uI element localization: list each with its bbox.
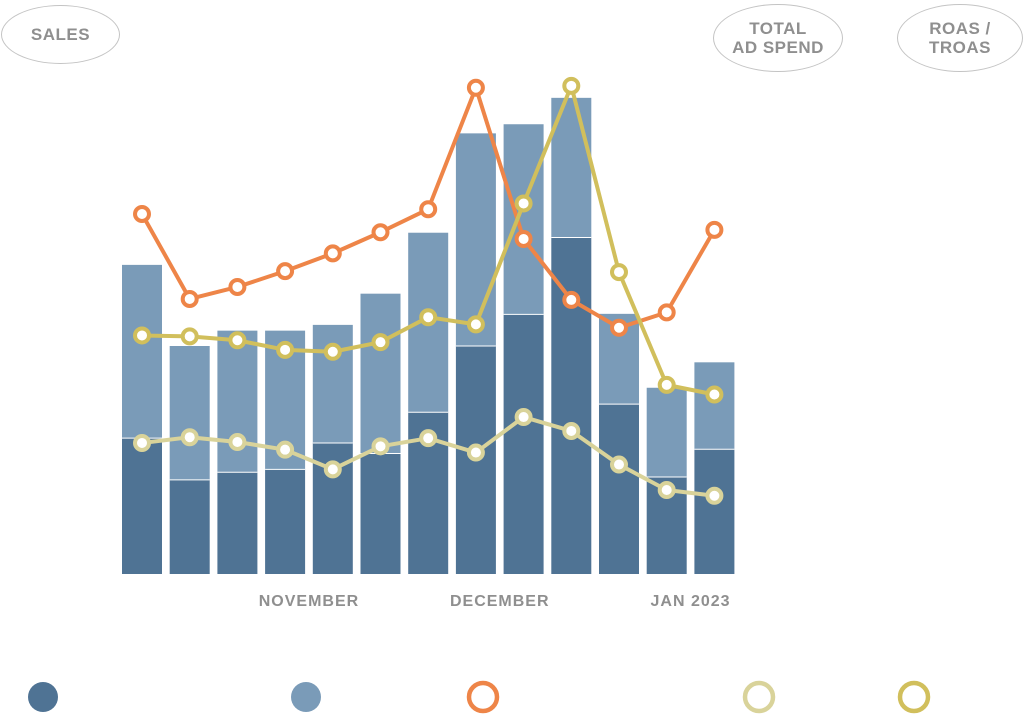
line-point-series-3-5 xyxy=(323,342,342,361)
line-point-series-2-8 xyxy=(466,443,485,462)
line-point-series-3-13 xyxy=(705,385,724,404)
legend-marker-2 xyxy=(291,682,321,712)
line-point-series-3-12 xyxy=(657,375,676,394)
bar-segment-series-1-13 xyxy=(694,449,735,574)
line-point-series-2-7 xyxy=(419,429,438,448)
bar-segment-series-1-6 xyxy=(360,453,401,574)
line-point-series-1-10 xyxy=(562,290,581,309)
legend-marker-5 xyxy=(897,680,931,714)
line-point-series-3-7 xyxy=(419,308,438,327)
bar-segment-series-2-2 xyxy=(169,346,210,480)
x-tick-label-2: DECEMBER xyxy=(450,593,550,610)
bar-segment-series-1-10 xyxy=(551,237,592,574)
line-point-series-2-3 xyxy=(228,433,247,451)
line-point-series-1-7 xyxy=(419,200,438,219)
line-point-series-2-2 xyxy=(180,428,199,447)
line-point-series-2-10 xyxy=(562,421,581,440)
line-point-series-1-11 xyxy=(610,318,628,337)
bar-segment-series-2-9 xyxy=(503,124,544,315)
legend-marker-3 xyxy=(466,680,500,714)
line-point-series-3-6 xyxy=(371,333,390,352)
line-point-series-1-9 xyxy=(514,229,533,248)
bar-segment-series-1-4 xyxy=(265,469,306,574)
bar-segment-series-2-3 xyxy=(217,330,258,473)
legend-marker-1 xyxy=(28,682,58,712)
line-point-series-2-12 xyxy=(657,481,676,499)
total-ad-spend-pill-line-2: AD SPEND xyxy=(732,38,824,57)
line-point-series-3-4 xyxy=(276,340,295,359)
line-point-series-2-6 xyxy=(371,437,390,456)
roas-pill-line-2: TROAS xyxy=(929,38,991,57)
line-point-series-2-1 xyxy=(133,433,151,452)
line-point-series-1-8 xyxy=(466,78,485,97)
bar-segment-series-1-11 xyxy=(599,404,639,574)
line-point-series-1-3 xyxy=(228,277,247,296)
line-point-series-1-6 xyxy=(371,223,390,242)
bar-segment-series-2-8 xyxy=(455,133,496,346)
line-point-series-1-5 xyxy=(323,244,342,263)
sales-pill-label: SALES xyxy=(30,25,91,44)
line-point-series-3-3 xyxy=(228,331,247,350)
line-point-series-3-2 xyxy=(180,327,199,346)
bar-segment-series-2-13 xyxy=(694,362,735,450)
sales-pill: SALES xyxy=(1,5,120,64)
bar-segment-series-2-12 xyxy=(646,387,687,478)
bar-segment-series-1-9 xyxy=(503,314,544,574)
line-point-series-3-8 xyxy=(466,315,485,334)
line-point-series-3-10 xyxy=(562,76,581,95)
line-point-series-3-1 xyxy=(133,326,151,345)
bar-segment-series-1-1 xyxy=(122,438,162,574)
bar-segment-series-2-5 xyxy=(312,324,353,443)
legend-marker-4 xyxy=(742,680,776,714)
total-ad-spend-pill: TOTAL AD SPEND xyxy=(713,4,843,72)
line-point-series-2-11 xyxy=(610,455,628,474)
total-ad-spend-pill-line-1: TOTAL xyxy=(749,19,807,38)
bar-segment-series-2-6 xyxy=(360,293,401,454)
line-point-series-1-12 xyxy=(657,303,676,322)
line-point-series-3-9 xyxy=(514,194,533,213)
line-point-series-2-5 xyxy=(323,460,342,479)
x-tick-label-3: JAN 2023 xyxy=(651,593,731,610)
bar-segment-series-1-3 xyxy=(217,472,258,574)
line-point-series-1-4 xyxy=(276,262,295,281)
line-point-series-1-1 xyxy=(133,205,151,223)
bar-segment-series-2-1 xyxy=(122,264,162,439)
line-point-series-1-13 xyxy=(705,220,724,239)
line-point-series-1-2 xyxy=(180,289,199,308)
line-point-series-2-4 xyxy=(276,440,295,459)
x-tick-label-1: NOVEMBER xyxy=(259,593,359,610)
line-point-series-2-9 xyxy=(514,408,533,427)
line-point-series-3-11 xyxy=(610,263,628,282)
line-point-series-2-13 xyxy=(705,486,724,505)
roas-pill: ROAS / TROAS xyxy=(897,4,1023,72)
bar-segment-series-1-2 xyxy=(169,479,210,574)
roas-pill-line-1: ROAS / xyxy=(929,19,991,38)
